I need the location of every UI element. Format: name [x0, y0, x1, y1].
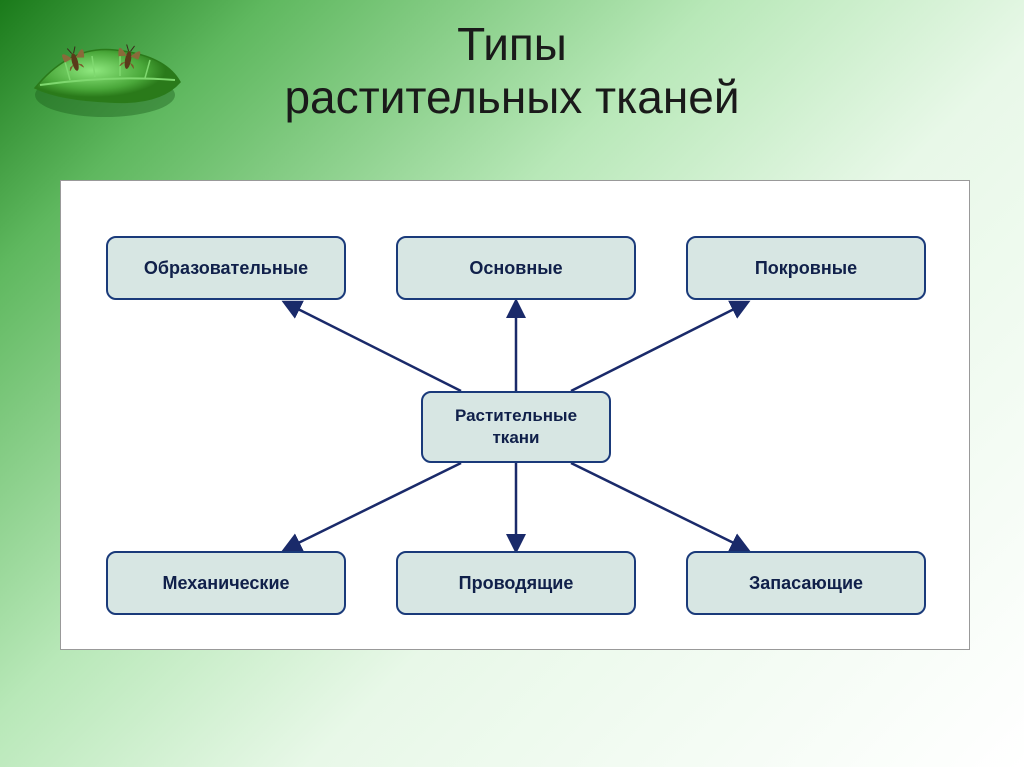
node-label: Основные [469, 258, 562, 279]
diagram-container: Растительныеткани Образовательные Основны… [60, 180, 970, 650]
node-main: Основные [396, 236, 636, 300]
node-cover: Покровные [686, 236, 926, 300]
node-label: Механические [162, 573, 289, 594]
node-edu: Образовательные [106, 236, 346, 300]
center-node: Растительныеткани [421, 391, 611, 463]
node-mech: Механические [106, 551, 346, 615]
title-line2: растительных тканей [284, 71, 739, 123]
node-label: Проводящие [459, 573, 574, 594]
node-cond: Проводящие [396, 551, 636, 615]
node-label: Образовательные [144, 258, 308, 279]
node-store: Запасающие [686, 551, 926, 615]
node-label: Покровные [755, 258, 857, 279]
center-label: Растительныеткани [455, 405, 577, 449]
title-line1: Типы [457, 18, 567, 70]
node-label: Запасающие [749, 573, 863, 594]
leaf-decoration [20, 20, 190, 120]
